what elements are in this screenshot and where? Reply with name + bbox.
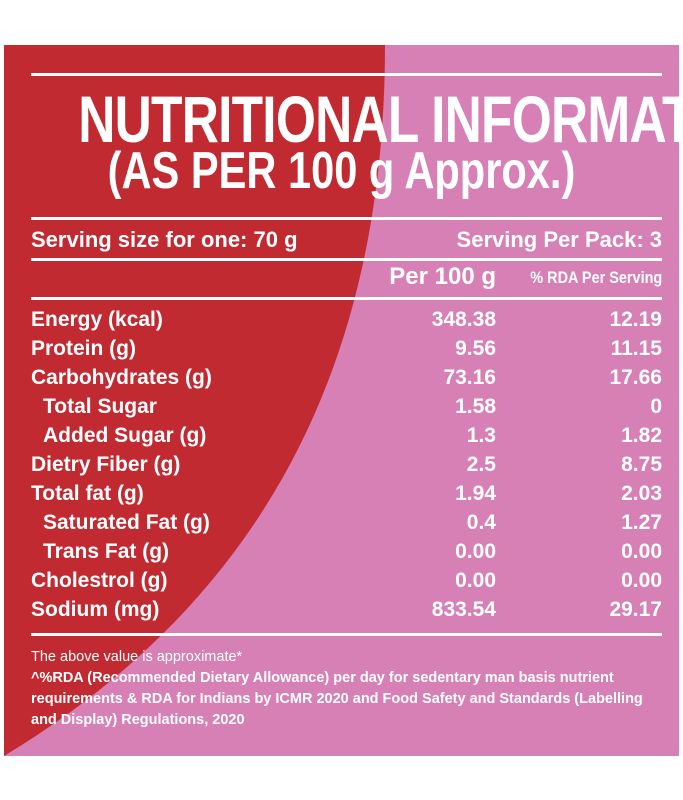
table-row: Energy (kcal) 348.38 12.19 (4, 308, 679, 337)
value-rda: 12.19 (609, 308, 662, 331)
nutrient-name: Total fat (g) (31, 482, 144, 505)
nutrient-name: Carbohydrates (g) (31, 366, 212, 389)
nutrient-name: Saturated Fat (g) (43, 511, 210, 534)
value-per-100g: 9.56 (455, 337, 496, 360)
column-header-per-100g: Per 100 g (389, 263, 496, 290)
value-per-100g: 1.58 (455, 395, 496, 418)
nutrient-name: Total Sugar (43, 395, 157, 418)
table-row: Saturated Fat (g) 0.4 1.27 (4, 511, 679, 540)
red-curve-background (4, 45, 385, 756)
table-row: Sodium (mg) 833.54 29.17 (4, 598, 679, 627)
nutrient-name: Protein (g) (31, 337, 136, 360)
table-row: Cholestrol (g) 0.00 0.00 (4, 569, 679, 598)
table-row: Total fat (g) 1.94 2.03 (4, 482, 679, 511)
value-rda: 0.00 (621, 569, 662, 592)
table-row: Added Sugar (g) 1.3 1.82 (4, 424, 679, 453)
value-per-100g: 833.54 (431, 598, 496, 621)
value-rda: 0 (650, 395, 662, 418)
nutrient-name: Trans Fat (g) (43, 540, 170, 563)
value-rda: 29.17 (609, 598, 662, 621)
nutrition-table: NUTRITIONAL INFORMATION (AS PER 100 g Ap… (4, 45, 679, 756)
serving-per-pack: Serving Per Pack: 3 (456, 227, 662, 252)
value-per-100g: 0.00 (455, 540, 496, 563)
nutrition-subtitle: (AS PER 100 g Approx.) (107, 142, 576, 200)
table-row: Total Sugar 1.58 0 (4, 395, 679, 424)
table-row: Protein (g) 9.56 11.15 (4, 337, 679, 366)
table-row: Carbohydrates (g) 73.16 17.66 (4, 366, 679, 395)
value-rda: 17.66 (609, 366, 662, 389)
value-rda: 2.03 (621, 482, 662, 505)
value-rda: 11.15 (610, 337, 662, 360)
footnote-approximate: The above value is approximate* (31, 649, 243, 665)
nutrient-name: Energy (kcal) (31, 308, 163, 331)
table-row: Dietry Fiber (g) 2.5 8.75 (4, 453, 679, 482)
nutrition-title: NUTRITIONAL INFORMATION (78, 82, 679, 156)
serving-size: Serving size for one: 70 g (31, 227, 298, 252)
value-per-100g: 348.38 (431, 308, 496, 331)
value-rda: 1.82 (621, 424, 662, 447)
table-row: Trans Fat (g) 0.00 0.00 (4, 540, 679, 569)
divider-under-serving (31, 258, 662, 261)
value-per-100g: 1.3 (466, 424, 496, 447)
divider-under-title (31, 217, 662, 220)
value-rda: 0.00 (621, 540, 662, 563)
column-header-rda: % RDA Per Serving (530, 268, 662, 287)
nutrient-name: Cholestrol (g) (31, 569, 168, 592)
nutrient-name: Dietry Fiber (g) (31, 453, 181, 476)
value-per-100g: 73.16 (443, 366, 496, 389)
divider-bottom (31, 633, 662, 636)
value-rda: 1.27 (621, 511, 662, 534)
footnote-rda: ^%RDA (Recommended Dietary Allowance) pe… (31, 670, 643, 728)
nutrient-name: Added Sugar (g) (43, 424, 207, 447)
nutrition-panel: NUTRITIONAL INFORMATION (AS PER 100 g Ap… (4, 45, 679, 756)
value-per-100g: 2.5 (466, 453, 496, 476)
value-rda: 8.75 (621, 453, 662, 476)
value-per-100g: 0.00 (455, 569, 496, 592)
divider-top (31, 73, 662, 76)
divider-under-headers (31, 297, 662, 300)
value-per-100g: 0.4 (466, 511, 496, 534)
nutrient-name: Sodium (mg) (31, 598, 160, 621)
value-per-100g: 1.94 (455, 482, 496, 505)
